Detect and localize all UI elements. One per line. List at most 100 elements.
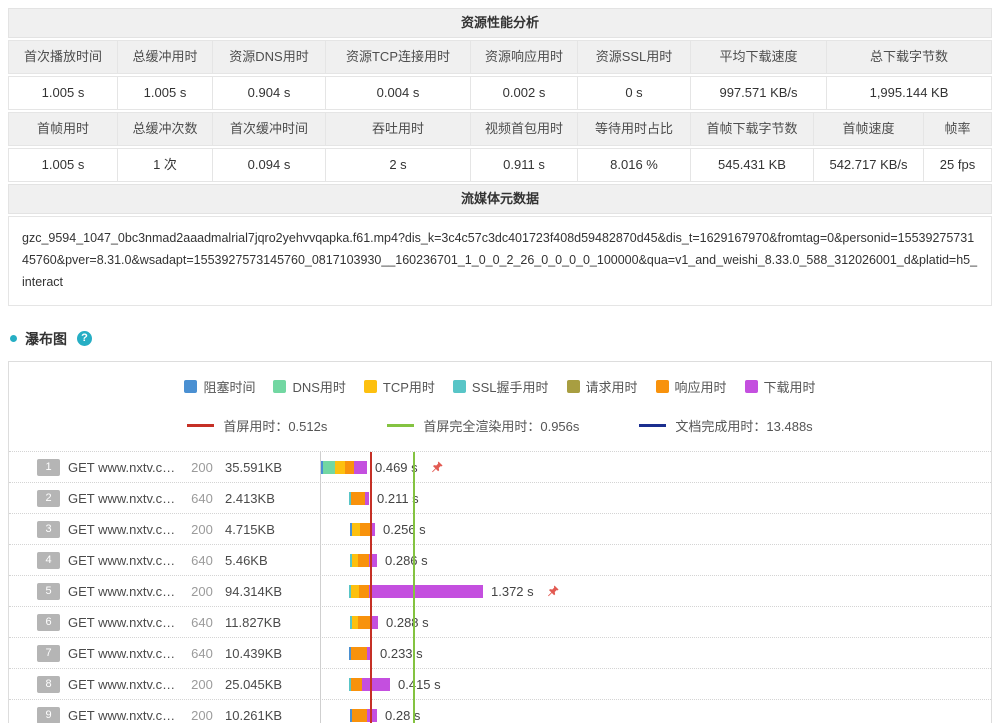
duration-label: 1.372 s [491, 583, 534, 599]
duration-label: 0.211 s [377, 490, 419, 506]
segment-download [369, 553, 377, 567]
status-code: 200 [191, 459, 213, 475]
segment-download [370, 522, 375, 536]
timing-bar-group: 0.288 s [350, 607, 429, 638]
waterfall-row[interactable]: 7 GET www.nxtv.c… 640 10.439KB 0.233 s [9, 638, 991, 669]
waterfall-row[interactable]: 1 GET www.nxtv.c… 200 35.591KB 0.469 s [9, 452, 991, 483]
pin-icon [431, 461, 443, 473]
milestone-line-icon [187, 423, 215, 427]
segment-response [358, 615, 370, 629]
segment-blocking [349, 646, 351, 660]
waterfall-section-title: 瀑布图 [25, 330, 67, 347]
milestone-legend-item-2: 文档完成用时：13.488s [639, 416, 813, 435]
legend-item-response: 响应用时 [655, 377, 727, 396]
segment-response [352, 708, 367, 722]
file-size: 35.591KB [225, 459, 283, 475]
resource-performance-title: 资源性能分析 [8, 8, 992, 38]
segment-download [362, 677, 390, 691]
timing-bar [350, 708, 377, 722]
segment-download [367, 646, 372, 660]
timing-bar [350, 553, 377, 567]
timing-bar [349, 584, 483, 598]
table-header-cell: 首帧下载字节数 [691, 113, 814, 145]
segment-download [354, 460, 367, 474]
status-code: 200 [191, 676, 213, 692]
milestone-legend-item-1: 首屏完全渲染用时：0.956s [387, 416, 579, 435]
table-header-cell: 总缓冲次数 [118, 113, 213, 145]
legend-item-blocking: 阻塞时间 [184, 377, 255, 396]
segment-legend: 阻塞时间 DNS用时 TCP用时 SSL握手用时 请求用时 响应用时 下载用时 [9, 362, 991, 396]
file-size: 5.46KB [225, 552, 268, 568]
segment-blocking [350, 708, 352, 722]
waterfall-row[interactable]: 6 GET www.nxtv.c… 640 11.827KB 0.288 s [9, 607, 991, 638]
request-label: GET www.nxtv.c… [68, 676, 176, 692]
help-icon[interactable]: ? [77, 331, 92, 347]
table-header-cell: 资源响应用时 [471, 41, 578, 73]
legend-item-download: 下载用时 [744, 377, 816, 396]
table-header-cell: 视频首包用时 [471, 113, 578, 145]
milestone-legend-item-0: 首屏用时：0.512s [187, 416, 327, 435]
table-value-cell: 0.094 s [213, 149, 326, 181]
table-header-cell: 首帧速度 [814, 113, 924, 145]
waterfall-row[interactable]: 2 GET www.nxtv.c… 640 2.413KB 0.211 s [9, 483, 991, 514]
segment-response [351, 646, 367, 660]
legend-label: DNS用时 [292, 379, 346, 395]
status-code: 640 [191, 490, 213, 506]
table-header-cell: 总下载字节数 [827, 41, 991, 73]
pin-icon [547, 585, 559, 597]
segment-download [365, 491, 369, 505]
legend-swatch-icon [452, 379, 466, 393]
table-header-cell: 吞吐用时 [326, 113, 471, 145]
table-header-cell: 平均下载速度 [691, 41, 827, 73]
duration-label: 0.28 s [385, 707, 421, 723]
row-index-badge: 4 [37, 551, 60, 569]
file-size: 4.715KB [225, 521, 275, 537]
segment-download [367, 708, 377, 722]
milestone-label: 首屏用时：0.512s [223, 418, 328, 434]
waterfall-row[interactable]: 8 GET www.nxtv.c… 200 25.045KB 0.415 s [9, 669, 991, 700]
playback-table-header-row: 首帧用时 总缓冲次数 首次缓冲时间 吞吐用时 视频首包用时 等待用时占比 首帧下载字节数 首帧… [8, 112, 992, 146]
waterfall-row[interactable]: 9 GET www.nxtv.c… 200 10.261KB 0.28 s [9, 700, 991, 723]
table-value-cell: 1,995.144 KB [827, 77, 991, 109]
table-header-cell: 总缓冲用时 [118, 41, 213, 73]
segment-response [351, 491, 365, 505]
waterfall-row[interactable]: 5 GET www.nxtv.c… 200 94.314KB 1.372 s [9, 576, 991, 607]
bullet-icon [10, 335, 17, 343]
segment-download [370, 615, 378, 629]
stream-meta-title: 流媒体元数据 [8, 184, 992, 214]
time-zero-line [320, 451, 321, 723]
first-screen-line [370, 451, 372, 723]
waterfall-row[interactable]: 3 GET www.nxtv.c… 200 4.715KB 0.256 s [9, 514, 991, 545]
timing-bar-group: 0.286 s [350, 545, 428, 576]
table-value-cell: 545.431 KB [691, 149, 814, 181]
segment-blocking [350, 522, 352, 536]
segment-response [360, 522, 370, 536]
duration-label: 0.469 s [375, 459, 418, 475]
request-label: GET www.nxtv.c… [68, 459, 176, 475]
table-value-cell: 0 s [578, 77, 691, 109]
milestone-line-icon [387, 423, 415, 427]
timing-bar [320, 460, 367, 474]
table-value-cell: 997.571 KB/s [691, 77, 827, 109]
request-label: GET www.nxtv.c… [68, 614, 176, 630]
legend-swatch-icon [655, 379, 669, 393]
milestone-label: 首屏完全渲染用时：0.956s [423, 418, 580, 434]
request-label: GET www.nxtv.c… [68, 583, 176, 599]
legend-item-request: 请求用时 [566, 377, 638, 396]
file-size: 94.314KB [225, 583, 283, 599]
legend-label: TCP用时 [382, 379, 435, 395]
waterfall-row[interactable]: 4 GET www.nxtv.c… 640 5.46KB 0.286 s [9, 545, 991, 576]
file-size: 10.439KB [225, 645, 283, 661]
file-size: 25.045KB [225, 676, 283, 692]
file-size: 2.413KB [225, 490, 275, 506]
segment-tcp [351, 584, 359, 598]
segment-ssl [350, 553, 352, 567]
table-value-cell: 2 s [326, 149, 471, 181]
segment-blocking [320, 460, 323, 474]
duration-label: 0.415 s [398, 676, 441, 692]
table-value-cell: 1.005 s [118, 77, 213, 109]
segment-ssl [349, 677, 351, 691]
legend-swatch-icon [184, 379, 198, 393]
timing-bar [350, 522, 375, 536]
